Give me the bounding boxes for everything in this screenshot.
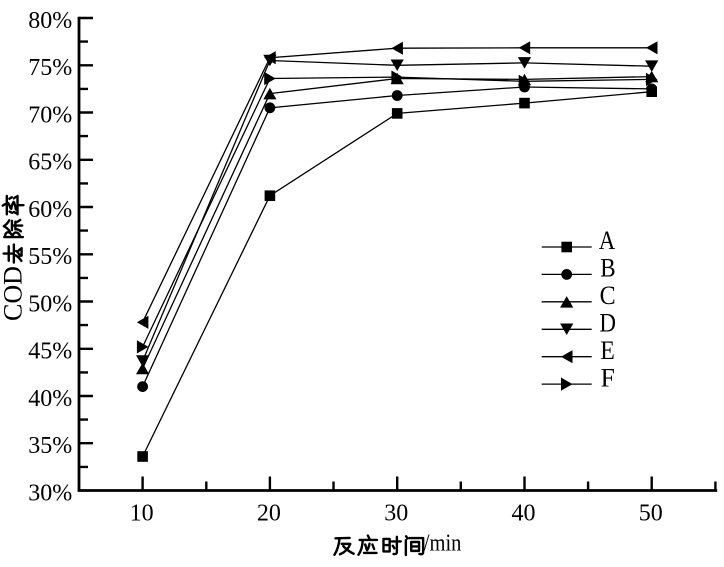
svg-text:65%: 65% bbox=[28, 150, 72, 176]
svg-text:A: A bbox=[599, 226, 616, 255]
svg-text:40%: 40% bbox=[28, 386, 72, 412]
svg-text:45%: 45% bbox=[28, 339, 72, 365]
svg-text:F: F bbox=[601, 363, 615, 392]
svg-text:B: B bbox=[600, 254, 615, 283]
svg-text:30: 30 bbox=[384, 500, 408, 526]
svg-text:60%: 60% bbox=[28, 197, 72, 223]
svg-text:40: 40 bbox=[512, 500, 536, 526]
svg-text:50: 50 bbox=[639, 500, 663, 526]
svg-text:E: E bbox=[600, 336, 615, 365]
svg-text:35%: 35% bbox=[28, 433, 72, 459]
svg-text:C: C bbox=[600, 281, 616, 310]
svg-text:20: 20 bbox=[257, 500, 281, 526]
svg-text:COD: COD bbox=[0, 266, 27, 321]
svg-text:50%: 50% bbox=[28, 291, 72, 317]
svg-text:80%: 80% bbox=[28, 8, 72, 34]
svg-text:30%: 30% bbox=[28, 480, 72, 506]
svg-text:/min: /min bbox=[424, 529, 462, 556]
svg-text:75%: 75% bbox=[28, 55, 72, 81]
svg-text:10: 10 bbox=[130, 500, 154, 526]
svg-text:70%: 70% bbox=[28, 102, 72, 128]
svg-text:D: D bbox=[599, 309, 616, 338]
svg-text:55%: 55% bbox=[28, 244, 72, 270]
